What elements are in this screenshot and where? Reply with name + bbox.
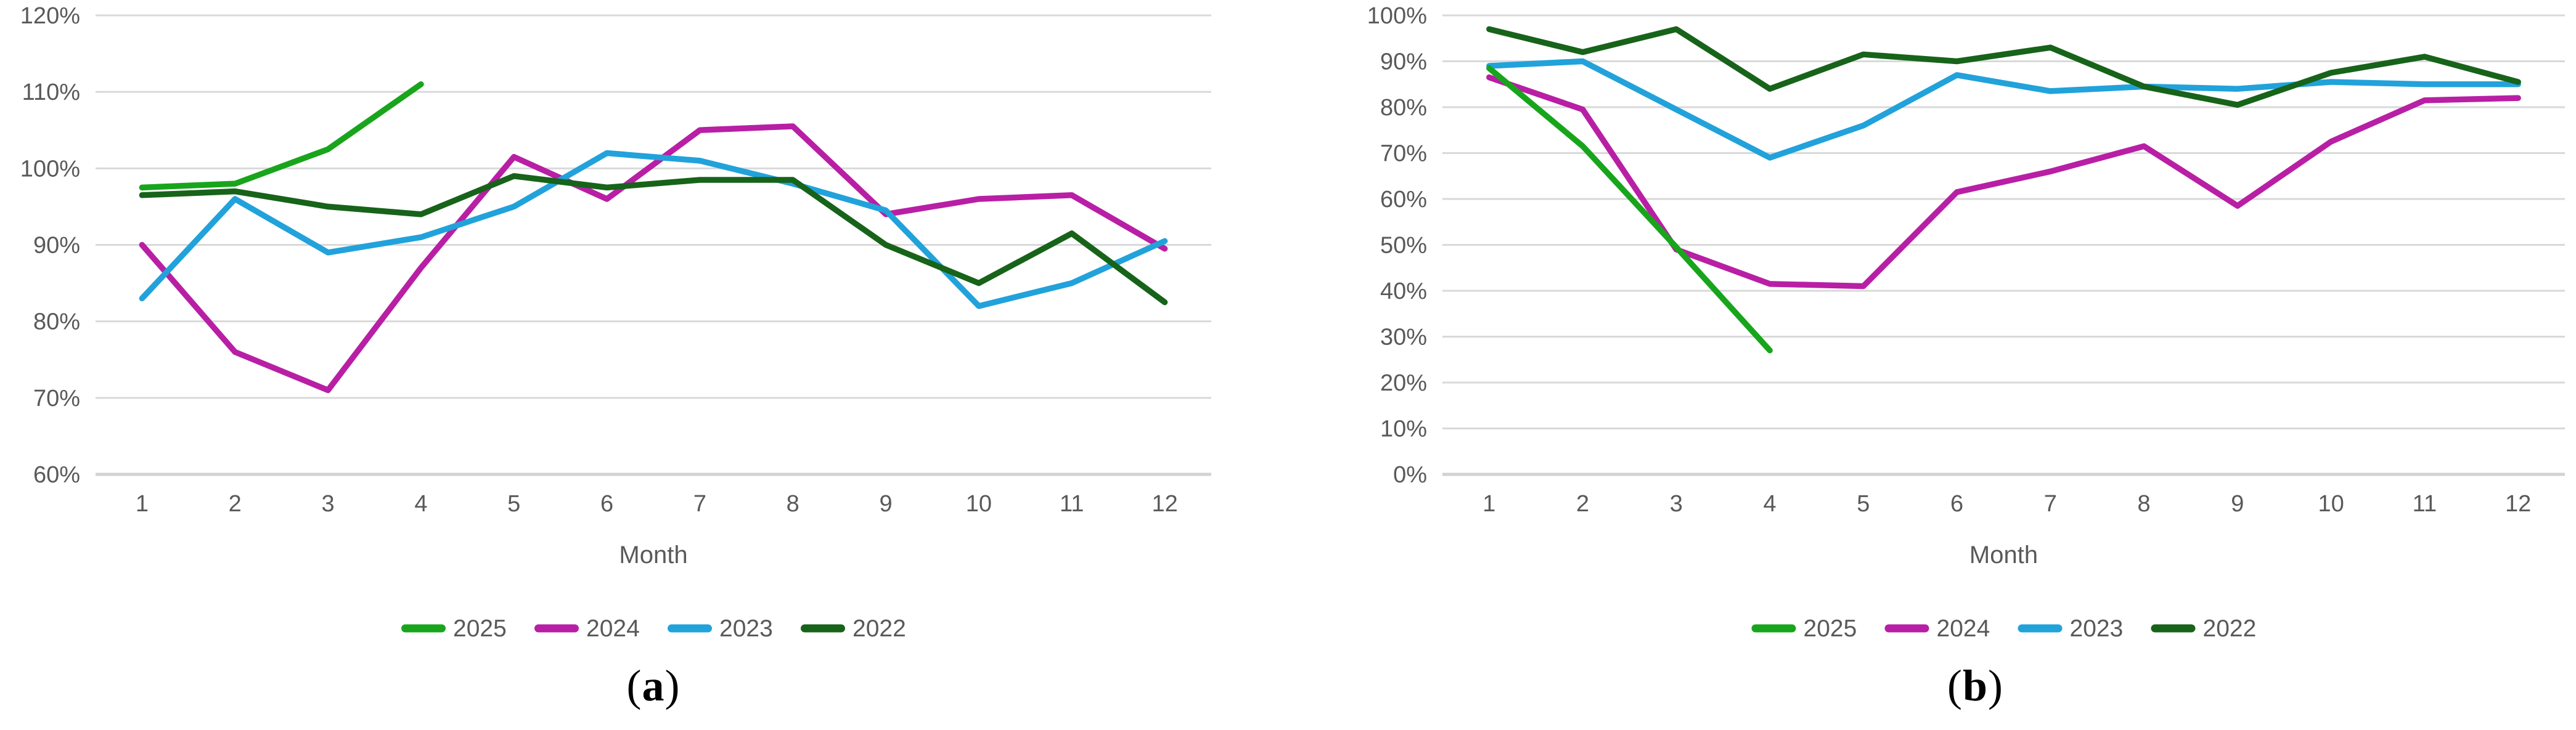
x-tick-label-1: 1 (1482, 491, 1495, 517)
x-tick-label-7: 7 (2044, 491, 2057, 517)
x-tick-label-6: 6 (600, 491, 613, 517)
y-tick-label-100%: 100% (20, 156, 80, 182)
legend-swatch-2024 (1884, 624, 1929, 633)
legend-label-2024: 2024 (1937, 615, 1990, 642)
series-line-2024 (1486, 74, 2521, 290)
caption-b: (b) (1331, 660, 2576, 712)
x-tick-label-3: 3 (322, 491, 335, 517)
legend-swatch-2023 (668, 624, 712, 633)
legend-swatch-2024 (534, 624, 579, 633)
caption-a-open-paren: ( (626, 661, 642, 710)
x-tick-label-5: 5 (507, 491, 520, 517)
legend-label-2023: 2023 (719, 615, 773, 642)
x-axis-title: Month (1969, 541, 2038, 569)
y-tick-label-40%: 40% (1380, 278, 1427, 304)
y-tick-label-30%: 30% (1380, 325, 1427, 351)
legend-swatch-2022 (801, 624, 845, 633)
x-tick-label-2: 2 (229, 491, 242, 517)
y-tick-label-60%: 60% (1380, 187, 1427, 213)
y-tick-label-70%: 70% (33, 386, 80, 412)
series-line-2023 (1486, 58, 2521, 161)
x-tick-label-12: 12 (1151, 491, 1177, 517)
series-line-2023 (139, 150, 1168, 309)
x-tick-label-6: 6 (1950, 491, 1963, 517)
caption-a-letter: a (642, 661, 665, 710)
caption-a-close-paren: ) (664, 661, 681, 710)
x-tick-label-5: 5 (1857, 491, 1870, 517)
y-tick-label-0%: 0% (1393, 462, 1427, 488)
y-tick-label-110%: 110% (22, 79, 80, 105)
legend-label-2024: 2024 (586, 615, 640, 642)
x-tick-label-1: 1 (136, 491, 149, 517)
x-tick-label-2: 2 (1576, 491, 1589, 517)
x-tick-label-10: 10 (2318, 491, 2344, 517)
y-tick-label-90%: 90% (33, 233, 80, 259)
y-tick-label-10%: 10% (1380, 416, 1427, 442)
x-axis-title: Month (619, 541, 687, 569)
y-tick-label-80%: 80% (33, 309, 80, 335)
legend-label-2025: 2025 (1804, 615, 1857, 642)
panel-chart-b: 100% 90% 80% 70% 60% 50% 40% 30% 20% 10% 0% 1 2 3 4 5 6 7… (1288, 0, 2576, 730)
legend-swatch-2022 (2151, 624, 2196, 633)
series-line-2025 (1486, 65, 1773, 354)
legend-label-2023: 2023 (2070, 615, 2124, 642)
legend-label-2022: 2022 (2203, 615, 2257, 642)
x-tick-label-8: 8 (787, 491, 799, 517)
y-tick-label-20%: 20% (1380, 370, 1427, 396)
caption-b-close-paren: ) (1988, 661, 2003, 710)
legend-label-2022: 2022 (853, 615, 906, 642)
x-tick-label-4: 4 (414, 491, 427, 517)
series-line-2025 (139, 81, 424, 191)
caption-a: (a) (9, 660, 1298, 712)
series-line-2022 (1486, 26, 2521, 108)
x-tick-label-9: 9 (2231, 491, 2244, 517)
chart-a-svg: 120%110%100%90%80%70%60%1 2 3 4 5 6 7 8 9 10 11 12M… (20, 3, 1211, 642)
y-tick-label-120%: 120% (20, 3, 80, 29)
x-tick-label-3: 3 (1670, 491, 1683, 517)
series-line-2022 (139, 173, 1168, 306)
y-tick-label-80%: 80% (1380, 95, 1427, 121)
caption-b-open-paren: ( (1947, 661, 1963, 710)
legend-swatch-2025 (401, 624, 446, 633)
x-tick-label-8: 8 (2138, 491, 2151, 517)
chart-b-svg: 100%90%80%70%60%50%40%30%20%10%0%1 2 3 4 5 6 7… (1367, 3, 2565, 642)
y-tick-label-90%: 90% (1380, 49, 1427, 75)
x-tick-label-4: 4 (1764, 491, 1777, 517)
x-tick-label-11: 11 (2413, 491, 2437, 517)
x-tick-label-11: 11 (1060, 491, 1084, 517)
x-tick-label-10: 10 (966, 491, 992, 517)
legend-swatch-2025 (1751, 624, 1796, 633)
caption-b-letter: b (1962, 661, 1989, 710)
y-tick-label-100%: 100% (1367, 3, 1427, 29)
x-tick-label-7: 7 (693, 491, 706, 517)
x-tick-label-9: 9 (880, 491, 893, 517)
legend-swatch-2023 (2018, 624, 2063, 633)
y-tick-label-60%: 60% (33, 462, 80, 488)
panel-chart-a: 120% 110% 100% 90% 80% 70% 60% 1 2 3 4 5 6 7 8 9 10 11 12 M… (20, 3, 1211, 710)
y-tick-label-70%: 70% (1380, 141, 1427, 167)
x-tick-label-12: 12 (2505, 491, 2531, 517)
legend-label-2025: 2025 (453, 615, 507, 642)
y-tick-label-50%: 50% (1380, 233, 1427, 259)
series-line-2024 (139, 123, 1168, 394)
